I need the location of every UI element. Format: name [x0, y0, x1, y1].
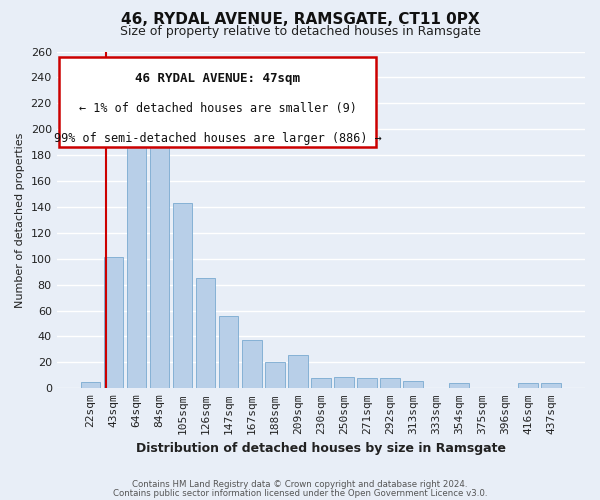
Bar — [104, 258, 123, 388]
Bar — [127, 124, 146, 388]
Bar — [449, 383, 469, 388]
Bar — [242, 340, 262, 388]
Bar — [403, 380, 423, 388]
Bar — [196, 278, 215, 388]
Bar — [334, 376, 353, 388]
Bar — [288, 354, 308, 388]
Bar — [518, 383, 538, 388]
Bar — [380, 378, 400, 388]
Text: Contains HM Land Registry data © Crown copyright and database right 2024.: Contains HM Land Registry data © Crown c… — [132, 480, 468, 489]
Text: 46 RYDAL AVENUE: 47sqm: 46 RYDAL AVENUE: 47sqm — [136, 72, 301, 85]
Text: 99% of semi-detached houses are larger (886) →: 99% of semi-detached houses are larger (… — [54, 132, 382, 145]
Bar — [219, 316, 238, 388]
Bar — [311, 378, 331, 388]
Text: 46, RYDAL AVENUE, RAMSGATE, CT11 0PX: 46, RYDAL AVENUE, RAMSGATE, CT11 0PX — [121, 12, 479, 28]
Bar — [541, 383, 561, 388]
Bar — [173, 203, 193, 388]
Bar — [357, 378, 377, 388]
Bar — [265, 362, 284, 388]
FancyBboxPatch shape — [59, 56, 376, 148]
Bar — [80, 382, 100, 388]
Text: Contains public sector information licensed under the Open Government Licence v3: Contains public sector information licen… — [113, 488, 487, 498]
Y-axis label: Number of detached properties: Number of detached properties — [15, 132, 25, 308]
Text: Size of property relative to detached houses in Ramsgate: Size of property relative to detached ho… — [119, 25, 481, 38]
X-axis label: Distribution of detached houses by size in Ramsgate: Distribution of detached houses by size … — [136, 442, 506, 455]
Bar — [150, 142, 169, 388]
Text: ← 1% of detached houses are smaller (9): ← 1% of detached houses are smaller (9) — [79, 102, 357, 115]
